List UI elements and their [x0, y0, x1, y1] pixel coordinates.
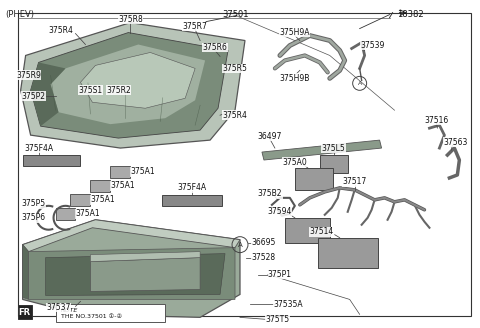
FancyBboxPatch shape [56, 304, 165, 322]
Bar [110, 166, 130, 178]
Text: 375R4: 375R4 [223, 111, 248, 120]
Bar [285, 218, 330, 243]
Text: 375P6: 375P6 [22, 213, 46, 222]
Text: A: A [238, 242, 242, 248]
Text: 375P2: 375P2 [22, 92, 46, 101]
Bar [18, 305, 32, 319]
Polygon shape [21, 23, 245, 148]
Text: THE NO.37501 ①-②: THE NO.37501 ①-② [60, 314, 121, 319]
Text: 37535A: 37535A [273, 300, 303, 309]
Text: 375R8: 375R8 [118, 15, 143, 24]
Text: 37516: 37516 [424, 116, 448, 125]
Text: 375L5: 375L5 [322, 144, 346, 153]
Text: 375P5: 375P5 [22, 199, 46, 208]
Text: 375B2: 375B2 [258, 189, 282, 198]
Polygon shape [262, 140, 382, 160]
Text: 375R6: 375R6 [203, 43, 228, 52]
Bar [318, 238, 378, 268]
Polygon shape [31, 32, 228, 138]
Bar [56, 208, 75, 220]
Polygon shape [23, 245, 29, 299]
Polygon shape [23, 220, 240, 318]
Bar [320, 155, 348, 173]
Text: 375A1: 375A1 [75, 209, 100, 218]
Text: 375A1: 375A1 [130, 168, 155, 176]
Polygon shape [29, 248, 235, 299]
Text: 37594: 37594 [268, 207, 292, 216]
Text: 37501: 37501 [223, 10, 249, 19]
Text: 37517: 37517 [343, 177, 367, 186]
Text: 37563: 37563 [443, 137, 468, 147]
Bar [23, 155, 81, 166]
Polygon shape [46, 254, 225, 296]
Text: A: A [358, 81, 362, 86]
Text: 375A1: 375A1 [110, 181, 135, 191]
Text: 375R7: 375R7 [183, 22, 207, 31]
Text: 37528: 37528 [252, 253, 276, 262]
Text: 375S1: 375S1 [78, 86, 103, 95]
Polygon shape [50, 45, 205, 124]
Text: 37537: 37537 [47, 303, 71, 312]
Text: 375A0: 375A0 [282, 157, 307, 167]
Polygon shape [31, 62, 65, 126]
Text: NOTE: NOTE [60, 308, 78, 313]
Text: 375H9A: 375H9A [279, 28, 310, 37]
Text: FR: FR [19, 308, 31, 317]
Text: 375A1: 375A1 [90, 195, 115, 204]
Text: 36497: 36497 [258, 132, 282, 141]
Text: 375F4A: 375F4A [24, 144, 53, 153]
Bar [71, 194, 90, 206]
Bar [162, 195, 222, 206]
Polygon shape [23, 220, 240, 252]
Text: 375F4A: 375F4A [178, 183, 207, 193]
Text: 375P1: 375P1 [268, 270, 292, 279]
Text: 37539: 37539 [360, 41, 385, 50]
Polygon shape [81, 52, 195, 108]
Polygon shape [90, 257, 200, 292]
Text: (PHEV): (PHEV) [6, 10, 35, 19]
Text: 375R9: 375R9 [16, 71, 41, 80]
Text: 18382: 18382 [397, 10, 424, 19]
Bar [295, 168, 333, 190]
Text: 375R5: 375R5 [223, 64, 248, 73]
Text: 36695: 36695 [252, 238, 276, 247]
Text: 37514: 37514 [310, 227, 334, 236]
Text: 375R4: 375R4 [48, 26, 73, 35]
Bar [90, 180, 110, 192]
Text: 375T5: 375T5 [266, 315, 290, 324]
Text: 375R2: 375R2 [106, 86, 131, 95]
Text: 375H9B: 375H9B [280, 74, 310, 83]
Polygon shape [90, 252, 200, 262]
